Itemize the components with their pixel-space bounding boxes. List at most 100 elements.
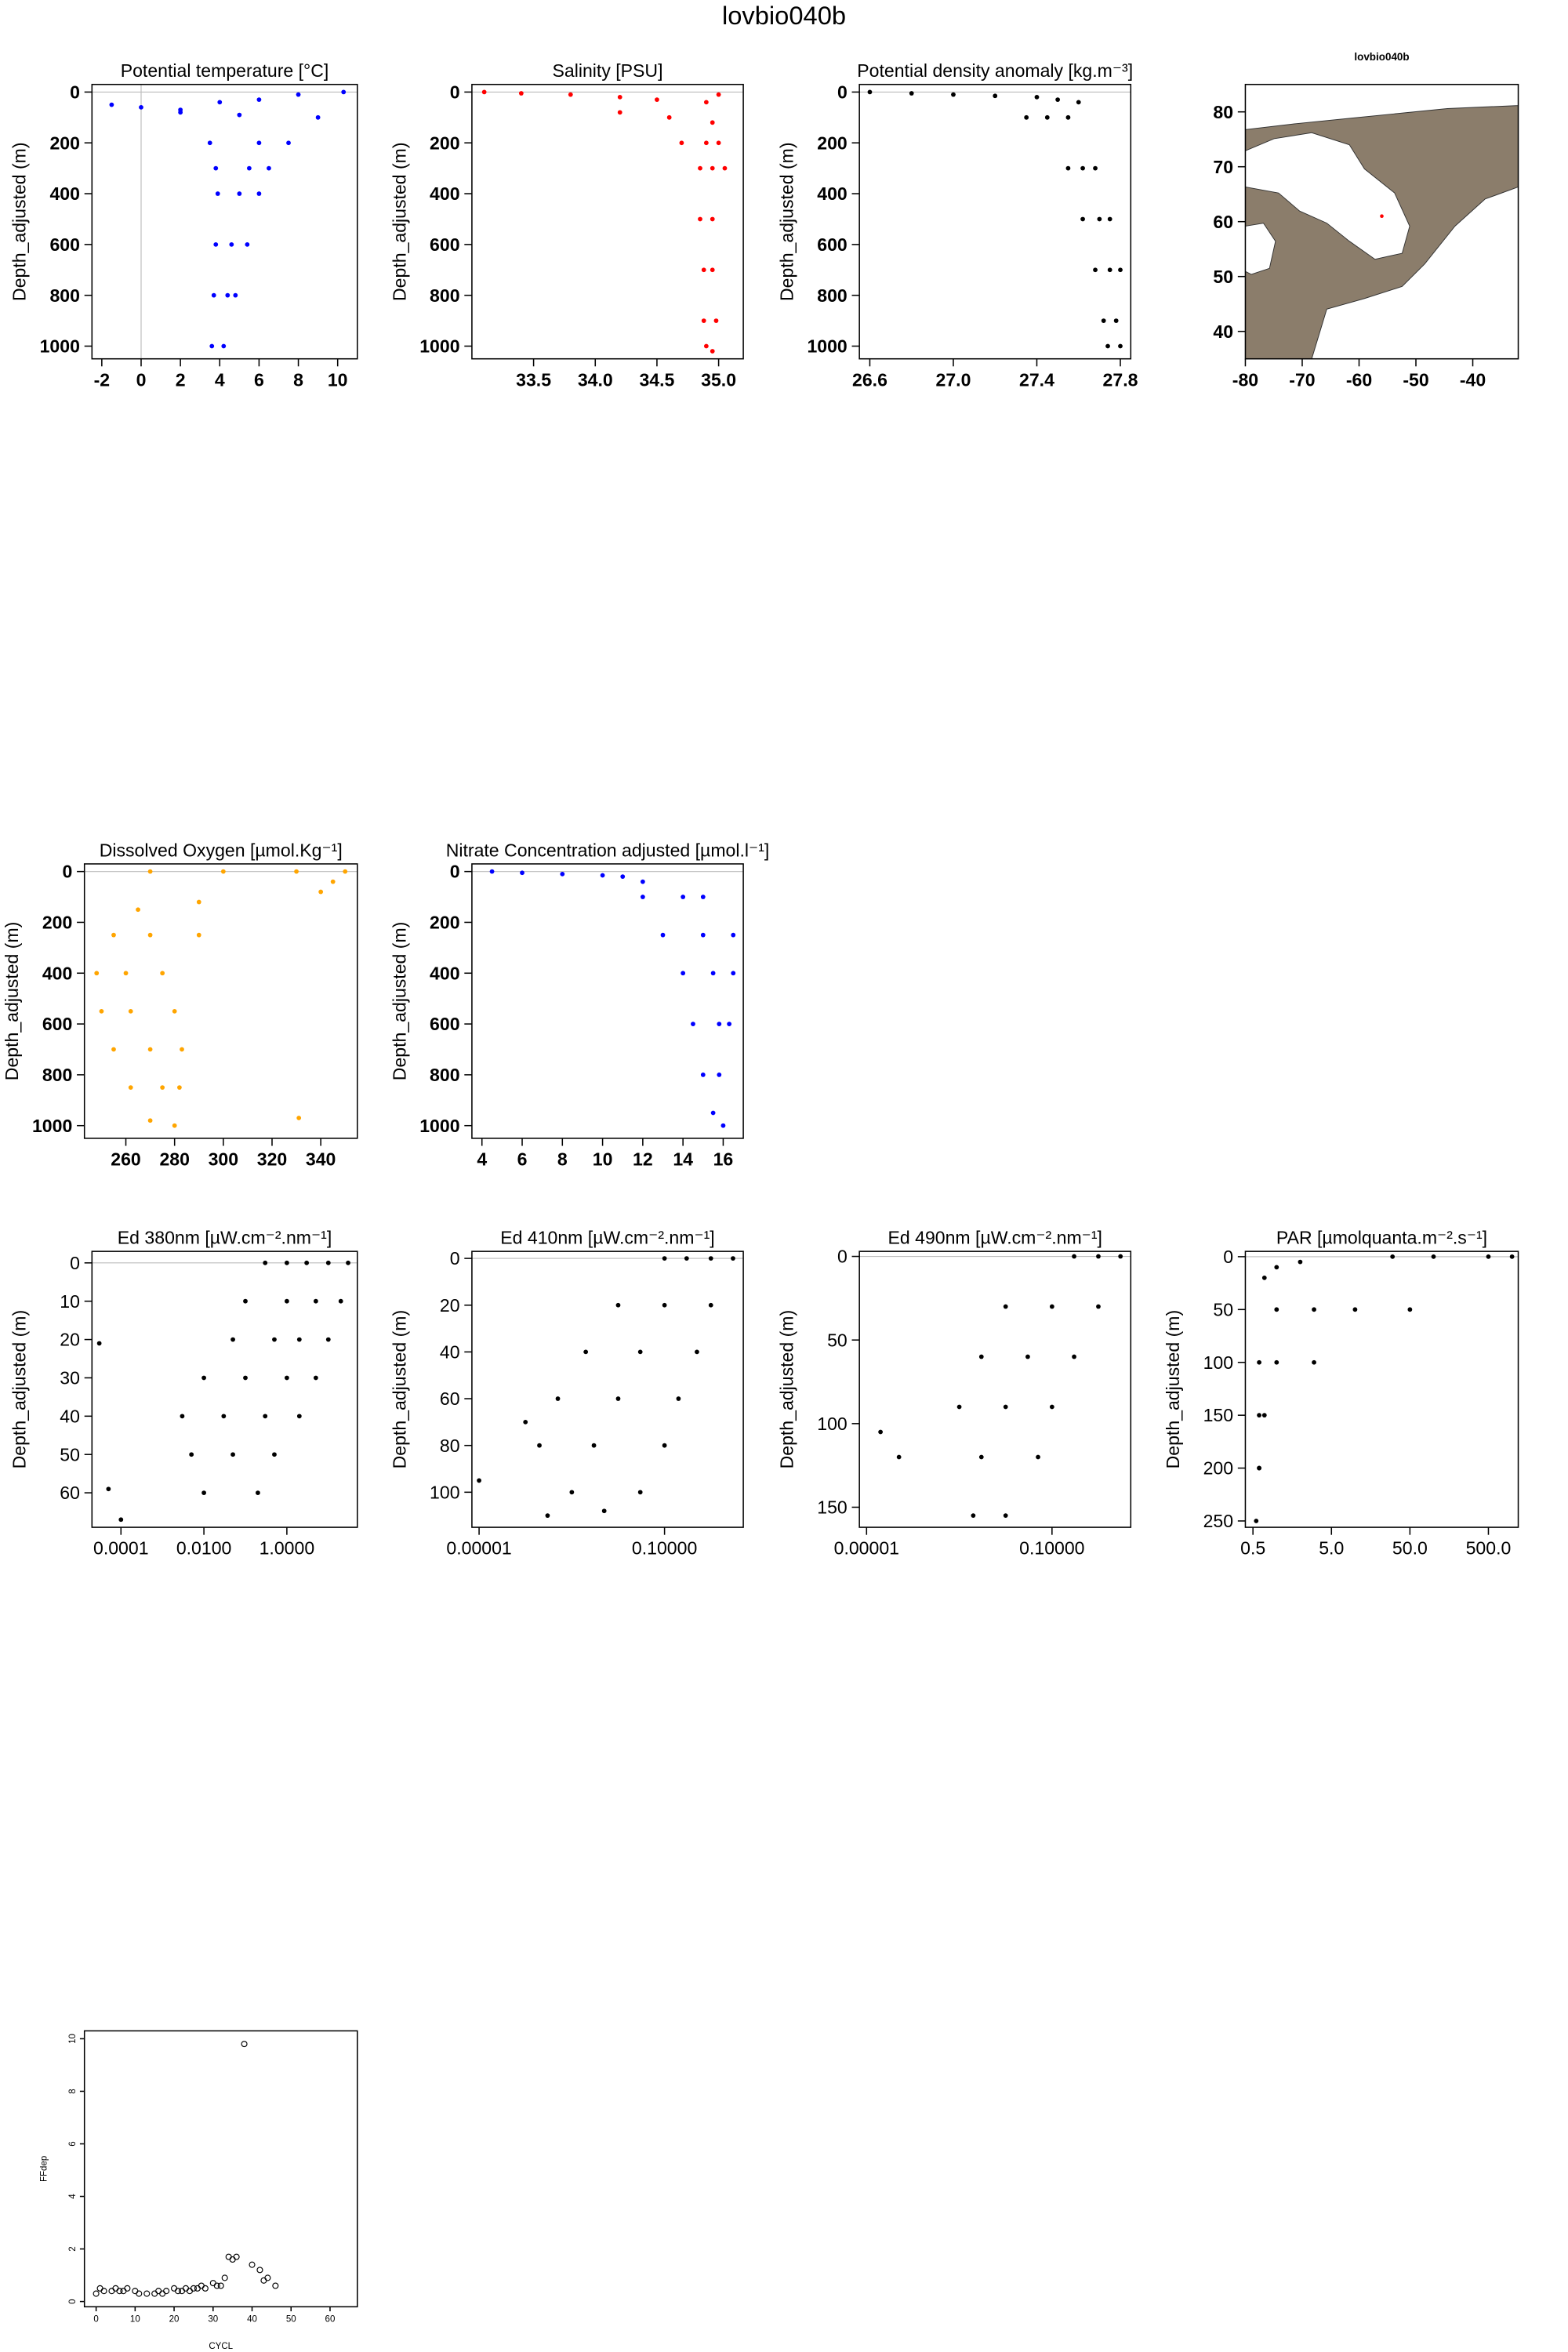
point xyxy=(617,95,622,100)
y-tick-label: 0 xyxy=(837,82,848,102)
y-tick-label: 800 xyxy=(42,1065,72,1085)
y-tick-label: 400 xyxy=(42,963,72,983)
point xyxy=(722,165,728,171)
point xyxy=(180,1047,184,1052)
point xyxy=(1093,267,1098,273)
point xyxy=(217,100,223,105)
point xyxy=(207,140,212,146)
points xyxy=(477,1256,735,1519)
point xyxy=(978,1454,984,1460)
y-tick-label: 10 xyxy=(60,1291,80,1312)
map-title: lovbio040b xyxy=(1354,51,1409,63)
x-tick-label: 50.0 xyxy=(1392,1538,1428,1559)
point xyxy=(710,349,715,354)
point xyxy=(233,2253,240,2260)
y-tick-label: 40 xyxy=(1213,321,1233,342)
y-tick-label: 80 xyxy=(1213,102,1233,122)
y-tick-label: 0 xyxy=(1223,1247,1233,1267)
point xyxy=(230,1452,235,1457)
point xyxy=(1096,1304,1101,1309)
point xyxy=(230,1337,235,1342)
y-tick-label: 100 xyxy=(817,1414,847,1434)
point xyxy=(1072,1354,1076,1359)
point xyxy=(545,1513,550,1519)
point xyxy=(700,932,706,938)
point xyxy=(1076,100,1081,105)
y-tick-label: 800 xyxy=(430,1065,459,1085)
point xyxy=(341,89,347,95)
x-tick-label: -70 xyxy=(1289,369,1315,390)
point xyxy=(679,140,684,146)
point xyxy=(96,1341,102,1346)
y-tick-label: 800 xyxy=(49,285,79,306)
y-tick-label: 400 xyxy=(49,183,79,204)
point xyxy=(106,1486,111,1492)
point xyxy=(178,110,183,115)
point xyxy=(1044,114,1050,120)
y-axis-label: Depth_adjusted (m) xyxy=(389,922,409,1081)
points xyxy=(481,89,728,354)
point xyxy=(237,112,242,118)
point xyxy=(477,1478,481,1483)
point xyxy=(662,1256,667,1261)
y-tick-label: 600 xyxy=(42,1014,72,1034)
point xyxy=(1080,165,1085,171)
point xyxy=(128,1085,133,1090)
x-tick-label: 6 xyxy=(517,1149,528,1170)
point xyxy=(1509,1254,1515,1259)
y-axis-label: Depth_adjusted (m) xyxy=(777,142,797,301)
panel: Potential temperature [°C] -2 0 2 4 6 8 10 0 200 4… xyxy=(9,60,358,390)
point xyxy=(304,1260,310,1265)
point xyxy=(330,879,336,884)
y-tick-label: 150 xyxy=(817,1497,847,1518)
y-tick-label: 600 xyxy=(430,234,459,255)
point xyxy=(136,2290,143,2297)
point xyxy=(601,1508,607,1514)
point xyxy=(681,971,686,976)
y-tick-label: 0 xyxy=(68,2299,78,2303)
point xyxy=(160,971,165,976)
x-tick-label: 0.00001 xyxy=(446,1538,511,1559)
point xyxy=(615,1396,621,1401)
y-tick-label: 2 xyxy=(68,2246,78,2251)
y-tick-label: 600 xyxy=(430,1014,459,1034)
x-tick-label: 6 xyxy=(254,369,264,390)
point xyxy=(147,869,153,874)
point xyxy=(703,140,709,146)
x-tick-label: 4 xyxy=(477,1149,487,1170)
y-tick-label: 400 xyxy=(430,183,459,204)
point xyxy=(666,114,672,120)
point xyxy=(343,869,348,874)
point xyxy=(896,1454,902,1460)
panel: PAR [µmolquanta.m⁻².s⁻¹] 0.5 5.0 50.0 500.0 0… xyxy=(1163,1228,1519,1559)
point xyxy=(1118,267,1123,273)
point xyxy=(1065,165,1071,171)
point xyxy=(489,869,495,874)
point xyxy=(313,1375,318,1381)
y-tick-label: 6 xyxy=(68,2141,78,2146)
y-tick-label: 60 xyxy=(60,1483,80,1503)
points xyxy=(1380,214,1384,218)
x-tick-label: 8 xyxy=(293,369,303,390)
point xyxy=(313,1298,318,1304)
point xyxy=(620,874,626,880)
x-tick-label: 0.0100 xyxy=(176,1538,232,1559)
point xyxy=(256,2267,263,2274)
point xyxy=(708,1256,713,1261)
point xyxy=(189,1452,194,1457)
point xyxy=(1390,1254,1396,1259)
y-tick-label: 50 xyxy=(1213,267,1233,287)
plot-frame xyxy=(83,2030,358,2308)
point xyxy=(591,1443,597,1448)
x-tick-label: 0.00001 xyxy=(834,1538,899,1559)
x-tick-label: 26.6 xyxy=(852,369,887,390)
plot-frame xyxy=(83,863,358,1139)
panel-title: Potential density anomaly [kg.m⁻³] xyxy=(857,60,1133,81)
y-axis-label: FFdep xyxy=(40,2156,49,2182)
point xyxy=(1257,1359,1261,1365)
x-tick-label: 40 xyxy=(247,2315,257,2325)
panel-title: Ed 490nm [µW.cm⁻².nm⁻¹] xyxy=(888,1228,1102,1248)
map-point xyxy=(1380,214,1384,218)
point xyxy=(263,1260,268,1265)
point xyxy=(701,267,706,273)
